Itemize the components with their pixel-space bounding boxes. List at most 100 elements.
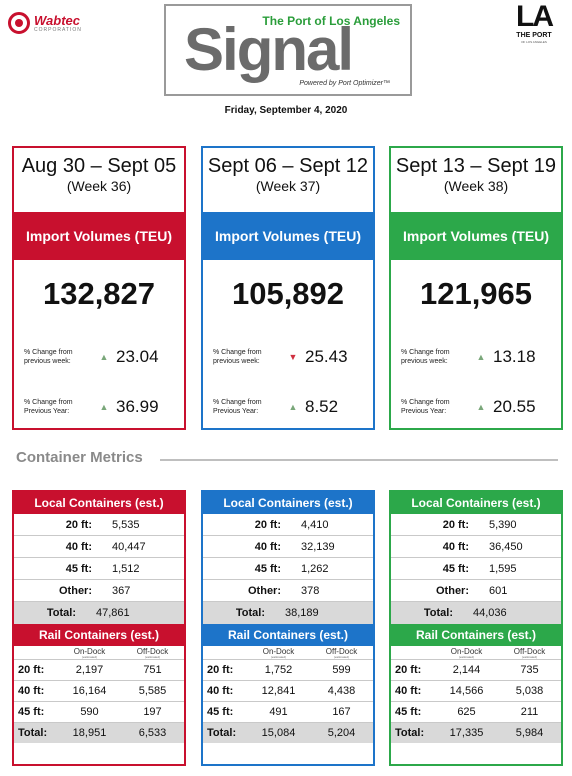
row-value: 1,262 <box>301 562 329 575</box>
row-label: Total: <box>235 607 265 619</box>
up-arrow-icon: ▲ <box>476 352 486 362</box>
estimated-note: (estimated) <box>521 655 537 659</box>
year-change-label: % Change from Previous Year: <box>213 399 262 415</box>
rail-containers-header: Rail Containers (est.) <box>14 624 184 646</box>
wabtec-logo-sub: CORPORATION <box>34 26 82 33</box>
on-dock-label: On-Dock <box>73 647 106 656</box>
row-label: Other: <box>248 584 281 597</box>
week-change-value: 13.18 <box>493 347 536 366</box>
row-value: 601 <box>489 584 508 597</box>
local-row-40ft: 40 ft: 36,450 <box>391 536 561 558</box>
row-value: 38,189 <box>285 607 319 619</box>
year-change-value: 36.99 <box>116 397 159 416</box>
row-label: Other: <box>59 584 92 597</box>
off-dock-header: Off-Dock (estimated) <box>310 648 373 659</box>
off-dock-value: 735 <box>520 664 539 676</box>
off-dock-value: 197 <box>143 706 162 718</box>
estimated-note: (estimated) <box>458 655 474 659</box>
import-volume-value: 121,965 <box>419 276 533 311</box>
row-label: 20 ft: <box>254 518 281 531</box>
up-arrow-icon: ▲ <box>288 402 298 412</box>
on-dock-value: 1,752 <box>264 664 293 676</box>
week-change-value: 23.04 <box>116 347 159 366</box>
rail-row-total: Total: 18,951 6,533 <box>14 722 184 743</box>
metrics-table-week-38: Local Containers (est.) 20 ft: 5,390 40 f… <box>389 490 563 766</box>
local-row-total: Total: 38,189 <box>203 602 373 624</box>
off-dock-value: 5,038 <box>515 685 544 697</box>
on-dock-value: 16,164 <box>72 685 107 697</box>
on-dock-header: On-Dock (estimated) <box>58 648 121 659</box>
row-value: 44,036 <box>473 607 507 619</box>
on-dock-value: 625 <box>457 706 476 718</box>
week-change-row: % Change from previous week: ▲ 23.04 <box>24 344 176 370</box>
off-dock-value: 4,438 <box>327 685 356 697</box>
import-volume-value: 105,892 <box>231 276 345 311</box>
local-row-45ft: 45 ft: 1,512 <box>14 558 184 580</box>
year-change-row: % Change from Previous Year: ▲ 8.52 <box>213 394 365 420</box>
row-value: 47,861 <box>96 607 130 619</box>
rail-row-20ft: 20 ft: 1,752 599 <box>203 659 373 680</box>
row-label: 45 ft: <box>65 562 92 575</box>
row-label: 40 ft: <box>207 685 234 697</box>
row-label: 20 ft: <box>18 664 45 676</box>
down-arrow-icon: ▼ <box>288 352 298 362</box>
row-label: 20 ft: <box>395 664 422 676</box>
rail-containers-header: Rail Containers (est.) <box>203 624 373 646</box>
row-value: 5,535 <box>112 518 140 531</box>
off-dock-value: 5,204 <box>327 727 356 739</box>
local-containers-header: Local Containers (est.) <box>391 492 561 514</box>
off-dock-header: Off-Dock (estimated) <box>121 648 184 659</box>
on-dock-label: On-Dock <box>450 647 483 656</box>
week-number: (Week 38) <box>443 178 509 194</box>
week-range: Sept 13 – Sept 19 <box>395 155 557 177</box>
on-dock-label: On-Dock <box>262 647 295 656</box>
week-card-36: Aug 30 – Sept 05 (Week 36) Import Volume… <box>12 146 186 430</box>
local-row-40ft: 40 ft: 40,447 <box>14 536 184 558</box>
rail-row-20ft: 20 ft: 2,197 751 <box>14 659 184 680</box>
row-value: 1,512 <box>112 562 140 575</box>
rail-subheader: On-Dock (estimated) Off-Dock (estimated) <box>391 646 561 659</box>
local-row-20ft: 20 ft: 5,535 <box>14 514 184 536</box>
import-volumes-band: Import Volumes (TEU) <box>14 212 184 260</box>
year-change-row: % Change from Previous Year: ▲ 36.99 <box>24 394 176 420</box>
on-dock-header: On-Dock (estimated) <box>435 648 498 659</box>
off-dock-header: Off-Dock (estimated) <box>498 648 561 659</box>
section-divider <box>160 459 558 461</box>
row-value: 1,595 <box>489 562 517 575</box>
row-label: Total: <box>18 727 48 739</box>
row-value: 36,450 <box>489 540 523 553</box>
local-row-40ft: 40 ft: 32,139 <box>203 536 373 558</box>
week-change-label: % Change from previous week: <box>213 349 262 365</box>
rail-containers-header: Rail Containers (est.) <box>391 624 561 646</box>
year-change-value: 20.55 <box>493 397 536 416</box>
rail-row-45ft: 45 ft: 625 211 <box>391 701 561 722</box>
off-dock-value: 211 <box>520 706 539 718</box>
year-change-value: 8.52 <box>305 397 339 416</box>
local-row-other: Other: 601 <box>391 580 561 602</box>
up-arrow-icon: ▲ <box>99 352 109 362</box>
year-change-label: % Change from Previous Year: <box>401 399 450 415</box>
wabtec-logo: Wabtec CORPORATION <box>8 8 88 38</box>
week-number: (Week 37) <box>255 178 321 194</box>
row-value: 32,139 <box>301 540 335 553</box>
up-arrow-icon: ▲ <box>476 402 486 412</box>
row-label: Other: <box>436 584 469 597</box>
rail-subheader: On-Dock (estimated) Off-Dock (estimated) <box>203 646 373 659</box>
row-value: 40,447 <box>112 540 146 553</box>
row-label: Total: <box>207 727 237 739</box>
local-row-total: Total: 47,861 <box>14 602 184 624</box>
local-row-45ft: 45 ft: 1,262 <box>203 558 373 580</box>
row-label: Total: <box>423 607 453 619</box>
import-volumes-band: Import Volumes (TEU) <box>203 212 373 260</box>
powered-by: Powered by Port Optimizer™ <box>299 80 390 87</box>
on-dock-value: 18,951 <box>72 727 107 739</box>
row-label: 20 ft: <box>65 518 92 531</box>
estimated-note: (estimated) <box>270 655 286 659</box>
off-dock-value: 167 <box>332 706 351 718</box>
local-row-20ft: 20 ft: 5,390 <box>391 514 561 536</box>
estimated-note: (estimated) <box>144 655 160 659</box>
week-range: Aug 30 – Sept 05 <box>21 155 177 177</box>
week-range: Sept 06 – Sept 12 <box>207 155 369 177</box>
row-label: 45 ft: <box>395 706 422 718</box>
signal-title-box: The Port of Los Angeles Signal Powered b… <box>164 4 412 96</box>
